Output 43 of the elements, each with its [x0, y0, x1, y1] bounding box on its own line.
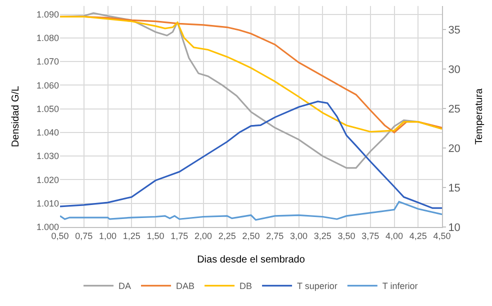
y-tick-label: 1.010 [36, 198, 59, 209]
x-tick-label: 2,75 [266, 230, 284, 241]
y2-axis-title: Temperatura [474, 88, 485, 145]
x-tick-label: 1,25 [122, 230, 140, 241]
x-tick-label: 1,50 [146, 230, 164, 241]
y2-tick-label: 20 [448, 142, 460, 155]
y2-tick-label: 15 [448, 182, 460, 194]
x-tick-label: 4,00 [385, 230, 404, 241]
y-tick-label: 1.030 [36, 151, 59, 162]
y-tick-label: 1.070 [36, 56, 59, 67]
y-tick-label: 1.050 [36, 104, 59, 114]
x-axis-title: Dias desde el sembrado [197, 254, 306, 266]
x-tick-label: 3,00 [290, 230, 308, 241]
x-tick-label: 2,25 [218, 230, 236, 241]
y-axis-title: Densidad G/L [10, 85, 22, 148]
x-tick-label: 0,50 [51, 230, 69, 241]
y2-tick-label: 10 [448, 222, 460, 234]
y2-tick-label: 25 [448, 103, 460, 116]
legend-label: DB [240, 281, 252, 292]
y-tick-label: 1.000 [36, 222, 59, 232]
x-tick-label: 4,25 [409, 230, 427, 241]
x-tick-label: 0,75 [75, 230, 93, 241]
y-tick-label: 1.090 [36, 9, 59, 20]
y-tick-label: 1.040 [36, 128, 59, 138]
line-series [60, 200, 442, 221]
x-tick-label: 4,50 [433, 230, 451, 241]
line-series [60, 100, 442, 209]
y-tick-label: 1.060 [36, 80, 59, 90]
x-tick-label: 1,75 [170, 230, 188, 241]
x-tick-label: 2,00 [194, 230, 212, 241]
y2-tick-label: 30 [448, 64, 460, 76]
x-tick-label: 3,50 [338, 230, 356, 241]
legend-label: DA [118, 281, 132, 292]
y2-tick-label: 35 [448, 24, 460, 37]
legend-label: DAB [176, 281, 195, 292]
x-tick-label: 2,50 [242, 230, 260, 241]
legend-label: T inferior [382, 281, 418, 292]
legend-label: T superior [297, 281, 338, 292]
x-tick-label: 1,00 [98, 230, 117, 241]
y-tick-label: 1.080 [36, 33, 59, 44]
y-tick-label: 1.020 [36, 174, 59, 185]
x-tick-label: 3,75 [362, 230, 380, 241]
x-tick-label: 3,25 [314, 230, 332, 241]
